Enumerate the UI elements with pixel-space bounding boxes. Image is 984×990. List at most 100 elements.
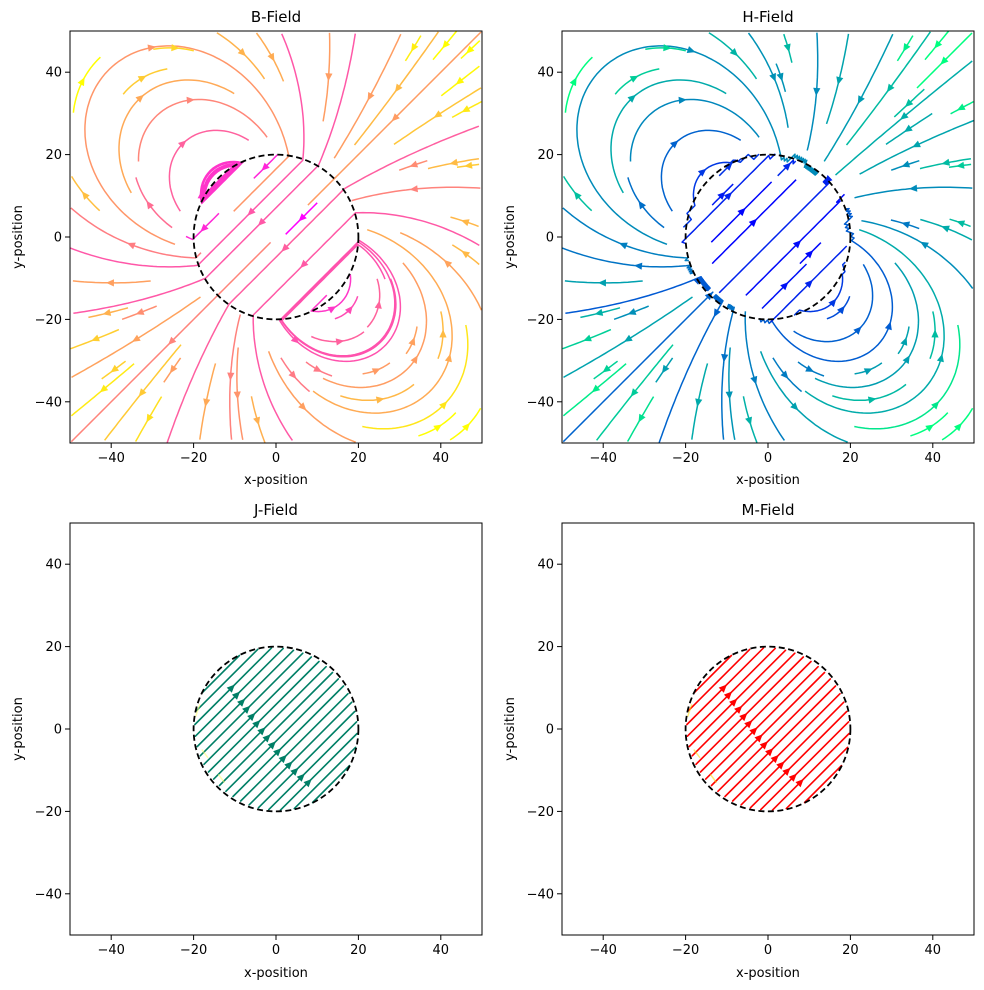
stream-arrow <box>298 402 307 411</box>
stream-arrow <box>409 160 419 168</box>
stream-arrow <box>327 306 337 314</box>
streamlines <box>70 31 482 443</box>
y-tick-label: 20 <box>45 148 62 163</box>
x-tick-label: 40 <box>433 943 450 958</box>
stream-arrow <box>106 279 114 287</box>
x-tick-label: −40 <box>97 943 124 958</box>
stream-arrow <box>278 754 287 764</box>
y-tick-label: 20 <box>45 640 62 655</box>
stream-arrow <box>367 92 375 101</box>
h-field-panel: −40 −20 0 20 40 −40 −20 0 20 40 H-Field x-positio… <box>503 8 975 488</box>
stream-arrow <box>765 748 774 757</box>
stream-arrow <box>303 779 312 788</box>
stream-arrow <box>836 76 844 85</box>
stream-arrow <box>780 370 789 379</box>
streamline <box>217 773 226 784</box>
stream-arrow <box>602 364 611 373</box>
stream-arrow <box>805 250 814 259</box>
x-tick-label: 0 <box>272 451 280 466</box>
streamline <box>199 652 304 757</box>
streamline <box>704 665 819 780</box>
stream-arrow <box>335 338 345 346</box>
stream-arrow <box>670 140 679 149</box>
x-tick-label: 0 <box>764 451 772 466</box>
stream-arrow <box>464 161 473 169</box>
stream-arrow <box>792 240 802 249</box>
stream-arrow <box>290 767 299 776</box>
stream-arrow <box>900 112 909 120</box>
stream-arrow <box>168 336 177 345</box>
streamline <box>693 749 701 759</box>
stream-arrow <box>132 334 141 342</box>
stream-arrow <box>770 754 779 764</box>
streamline <box>232 685 345 798</box>
stream-arrow <box>77 77 85 87</box>
chart-title: B-Field <box>251 8 301 26</box>
streamline <box>759 720 850 811</box>
streamline <box>239 692 349 802</box>
y-tick-label: 20 <box>537 148 554 163</box>
stream-arrow <box>925 424 934 432</box>
stream-arrow <box>300 259 309 268</box>
stream-arrow <box>411 43 419 52</box>
stream-arrow <box>754 734 763 743</box>
stream-arrow <box>460 219 470 227</box>
stream-arrow <box>442 40 451 49</box>
stream-arrow <box>745 416 752 426</box>
stream-arrow <box>624 334 633 342</box>
stream-arrow <box>262 734 271 743</box>
stream-arrow <box>749 727 758 736</box>
ticks: −40 −20 0 20 40 −40 −20 0 20 40 <box>35 558 450 958</box>
streamline <box>201 654 241 694</box>
y-tick-label: 40 <box>537 66 554 81</box>
stream-arrow <box>290 335 300 344</box>
stream-arrow <box>242 705 251 714</box>
stream-arrow <box>91 334 100 342</box>
streamline <box>771 732 850 811</box>
stream-arrow <box>227 372 235 381</box>
stream-arrow <box>737 207 746 217</box>
stream-arrow <box>627 94 636 103</box>
y-tick-label: 0 <box>54 231 62 246</box>
stream-arrow <box>273 748 282 757</box>
streamline <box>195 704 201 717</box>
stream-arrow <box>729 698 738 707</box>
streamline <box>257 710 356 809</box>
y-tick-label: −40 <box>35 395 62 410</box>
stream-arrow <box>721 353 729 363</box>
stream-arrow <box>313 365 322 372</box>
streamline <box>699 660 812 773</box>
x-tick-label: 20 <box>350 943 367 958</box>
stream-arrow <box>298 213 307 222</box>
stream-arrow <box>169 364 178 374</box>
stream-arrow <box>408 337 416 346</box>
streamline <box>717 678 832 793</box>
stream-arrow <box>99 384 109 393</box>
stream-arrow <box>828 298 837 308</box>
stream-arrow <box>394 83 403 93</box>
stream-arrow <box>867 396 877 404</box>
stream-arrow <box>257 727 266 736</box>
stream-arrow <box>391 113 400 122</box>
stream-arrow <box>909 184 918 192</box>
streamline <box>218 671 334 787</box>
stream-arrow <box>461 250 470 259</box>
stream-arrow <box>374 300 382 309</box>
stream-arrow <box>886 83 895 93</box>
stream-arrow <box>634 262 643 270</box>
stream-arrow <box>704 292 713 301</box>
stream-arrow <box>267 52 275 62</box>
streamlines <box>686 647 850 811</box>
stream-arrow <box>630 388 639 397</box>
stream-arrow <box>345 305 353 315</box>
streamline <box>709 773 718 784</box>
stream-arrow <box>146 200 154 210</box>
sphere-boundary <box>684 645 852 813</box>
x-tick-label: −40 <box>589 451 616 466</box>
streamline <box>731 692 841 802</box>
x-tick-label: 0 <box>764 943 772 958</box>
streamline <box>248 701 353 806</box>
stream-arrow <box>940 56 949 65</box>
stream-arrow <box>178 140 187 149</box>
stream-arrow <box>723 691 733 700</box>
